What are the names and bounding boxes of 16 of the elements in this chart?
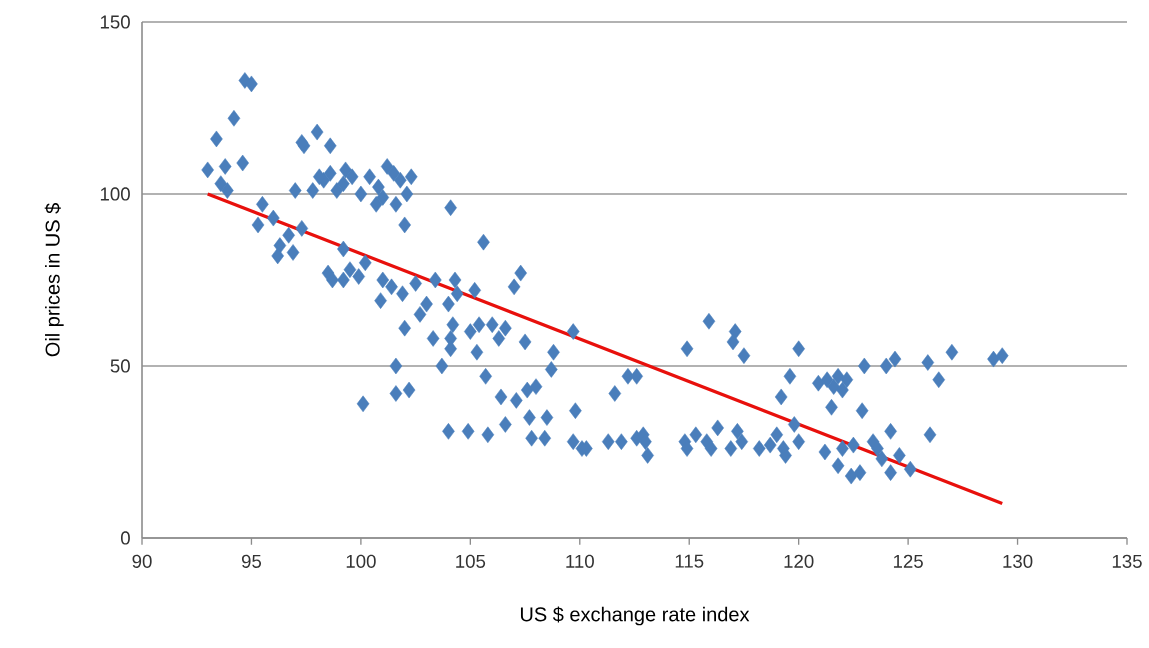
y-tick-label: 150 <box>100 15 130 29</box>
x-tick-label: 100 <box>346 554 376 568</box>
x-tick-label: 135 <box>1112 554 1142 568</box>
x-tick-label: 95 <box>241 554 262 568</box>
y-tick-label: 100 <box>100 187 130 201</box>
x-tick-label: 105 <box>456 554 486 568</box>
y-tick-label: 50 <box>110 359 130 373</box>
x-axis-title: US $ exchange rate index <box>520 606 750 626</box>
x-tick-label: 110 <box>566 554 594 568</box>
y-axis-title: Oil prices in US $ <box>44 203 64 357</box>
x-tick-label: 125 <box>893 554 923 568</box>
x-tick-label: 115 <box>675 554 704 568</box>
y-tick-label: 0 <box>120 531 130 545</box>
x-tick-label: 130 <box>1003 554 1033 568</box>
x-tick-label: 90 <box>132 554 152 568</box>
x-tick-label: 120 <box>784 554 814 568</box>
